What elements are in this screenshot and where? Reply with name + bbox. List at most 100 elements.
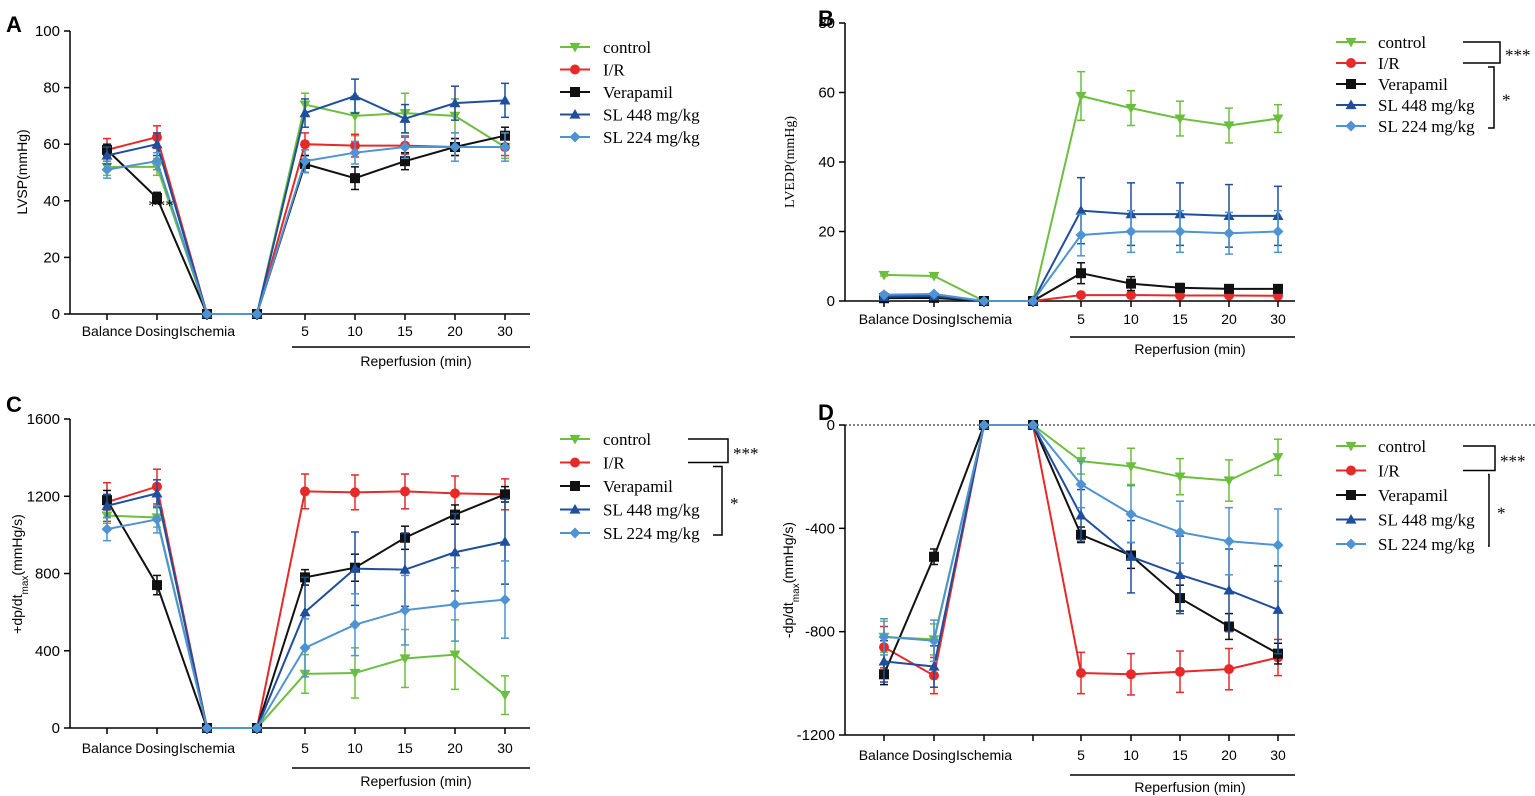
legend-marker-control — [569, 434, 581, 445]
x-tick-label-b: 10 — [1123, 311, 1139, 327]
legend-item-control: control — [560, 430, 651, 449]
plot-area-c: 0 400 800 1200 1600 Balance Dosing Ischemia 5 10 1… — [27, 411, 530, 789]
data-point-sl-448-mg-kg — [1075, 205, 1087, 215]
x-tick-label-c: Ischemia — [179, 740, 235, 756]
data-point-sl-224-mg-kg — [349, 147, 361, 159]
data-point-i-r — [1175, 666, 1185, 677]
legend-marker-i-r — [1346, 465, 1356, 476]
data-point-control — [449, 650, 461, 661]
data-point-i-r — [300, 486, 310, 497]
data-point-sl-448-mg-kg — [878, 655, 890, 666]
series-sl-224-mg-kg-d — [878, 419, 1284, 663]
data-point-verapamil — [1273, 283, 1283, 294]
significance-annotation-a: *** — [148, 196, 174, 215]
reperfusion-label-b: Reperfusion (min) — [1134, 341, 1245, 357]
data-point-i-r — [400, 486, 410, 497]
legend-item-verapamil: Verapamil — [560, 477, 673, 496]
bracket-line — [713, 465, 723, 536]
legend-marker-sl-448-mg-kg — [1345, 99, 1357, 110]
y-axis-title-a: LVSP(mmHg) — [14, 129, 30, 214]
x-tick-label-d: 30 — [1270, 747, 1286, 763]
panel-b: B LVEDP(mmHg) 0 20 40 60 80 Balance Dosing Isch… — [783, 6, 1531, 357]
legend-item-i-r: I/R — [1336, 54, 1400, 73]
legend-label-i-r: I/R — [1378, 462, 1400, 481]
legend-marker-sl-448-mg-kg — [569, 109, 581, 119]
legend-b: control I/R Verapamil SL 448 mg/kg SL 224 mg… — [1336, 33, 1531, 136]
data-point-sl-448-mg-kg — [1075, 509, 1087, 520]
data-point-control — [1125, 462, 1137, 472]
data-point-sl-448-mg-kg — [349, 563, 361, 573]
legend-label-verapamil: Verapamil — [1378, 75, 1448, 94]
legend-item-verapamil: Verapamil — [1336, 75, 1448, 94]
data-point-sl-224-mg-kg — [1272, 226, 1284, 237]
y-axis-title-c: +dp/dtmax(mmHg/s) — [9, 514, 31, 634]
data-point-sl-224-mg-kg — [1272, 539, 1284, 551]
legend-d: control I/R Verapamil SL 448 mg/kg SL 224 mg… — [1336, 437, 1526, 554]
data-point-sl-224-mg-kg — [499, 141, 511, 153]
data-point-sl-224-mg-kg — [928, 288, 940, 300]
data-point-control — [1272, 114, 1284, 125]
data-point-sl-224-mg-kg — [201, 722, 213, 734]
legend-label-sl-224-mg-kg: SL 224 mg/kg — [603, 128, 700, 147]
data-point-i-r — [450, 488, 460, 499]
data-point-sl-224-mg-kg — [201, 308, 213, 320]
y-tick-label-d: 0 — [827, 417, 835, 434]
data-point-control — [1125, 104, 1137, 114]
x-tick-label-b: 20 — [1221, 311, 1237, 327]
x-tick-label-b: 5 — [1077, 311, 1085, 327]
data-point-control — [1223, 476, 1235, 487]
data-point-control — [1223, 121, 1235, 132]
y-tick-label-c: 1200 — [27, 488, 60, 505]
panel-d: D -dp/dtmax(mmHg/s) -1200 -800 -400 0 Balanc… — [780, 400, 1535, 795]
legend-marker-sl-448-mg-kg — [1345, 514, 1357, 524]
data-point-sl-224-mg-kg — [399, 141, 411, 153]
x-tick-label-d: Balance — [859, 747, 910, 763]
reperfusion-label-d: Reperfusion (min) — [1134, 779, 1245, 795]
legend-marker-control — [569, 42, 581, 53]
y-tick-label-d: -1200 — [797, 727, 835, 744]
data-point-i-r — [350, 487, 360, 498]
panel-letter-b: B — [818, 6, 834, 31]
legend-c: control I/R Verapamil SL 448 mg/kg SL 224 mg… — [560, 430, 759, 543]
x-tick-label-c: 15 — [397, 740, 413, 756]
legend-item-control: control — [560, 38, 651, 57]
legend-label-i-r: I/R — [603, 61, 625, 80]
data-point-control — [928, 271, 940, 282]
legend-label-control: control — [1378, 437, 1426, 456]
series-sl-224-mg-kg-c — [101, 505, 511, 734]
data-point-sl-224-mg-kg — [978, 419, 990, 431]
data-point-sl-224-mg-kg — [151, 155, 163, 167]
x-tick-label-c: 5 — [301, 740, 309, 756]
x-tick-label-c: 20 — [447, 740, 463, 756]
x-tick-label-d: Ischemia — [956, 747, 1012, 763]
data-point-verapamil — [400, 156, 410, 167]
plot-area-d: -1200 -800 -400 0 Balance Dosing Ischemia 5 10 15… — [797, 417, 1535, 795]
legend-item-sl-224-mg-kg: SL 224 mg/kg — [560, 524, 700, 543]
data-point-sl-224-mg-kg — [878, 289, 890, 301]
series-sl-224-mg-kg-a — [101, 132, 511, 320]
y-tick-label-b: 0 — [827, 293, 835, 310]
data-point-sl-224-mg-kg — [1027, 419, 1039, 431]
legend-item-sl-224-mg-kg: SL 224 mg/kg — [1336, 535, 1475, 554]
data-point-sl-448-mg-kg — [449, 97, 461, 108]
data-point-i-r — [1175, 290, 1185, 301]
data-point-sl-448-mg-kg — [928, 661, 940, 671]
data-point-sl-224-mg-kg — [1223, 227, 1235, 239]
data-point-sl-448-mg-kg — [499, 94, 511, 105]
bracket-line — [688, 438, 729, 464]
legend-item-sl-448-mg-kg: SL 448 mg/kg — [560, 106, 700, 125]
legend-marker-sl-224-mg-kg — [1345, 538, 1357, 550]
significance-brackets-d: **** — [1463, 445, 1526, 547]
panel-a: A LVSP(mmHg) 0 20 40 60 80 100 Balance Dosing Is… — [6, 12, 700, 369]
significance-label: *** — [733, 444, 759, 463]
legend-label-verapamil: Verapamil — [1378, 486, 1448, 505]
y-tick-label-c: 0 — [52, 720, 60, 737]
legend-label-control: control — [603, 430, 651, 449]
legend-label-verapamil: Verapamil — [603, 477, 673, 496]
data-point-verapamil — [152, 580, 162, 591]
data-point-sl-224-mg-kg — [449, 141, 461, 153]
y-tick-label-a: 100 — [35, 23, 60, 40]
data-point-control — [1272, 453, 1284, 463]
legend-marker-verapamil — [1346, 490, 1356, 500]
y-tick-label-c: 800 — [35, 566, 60, 583]
